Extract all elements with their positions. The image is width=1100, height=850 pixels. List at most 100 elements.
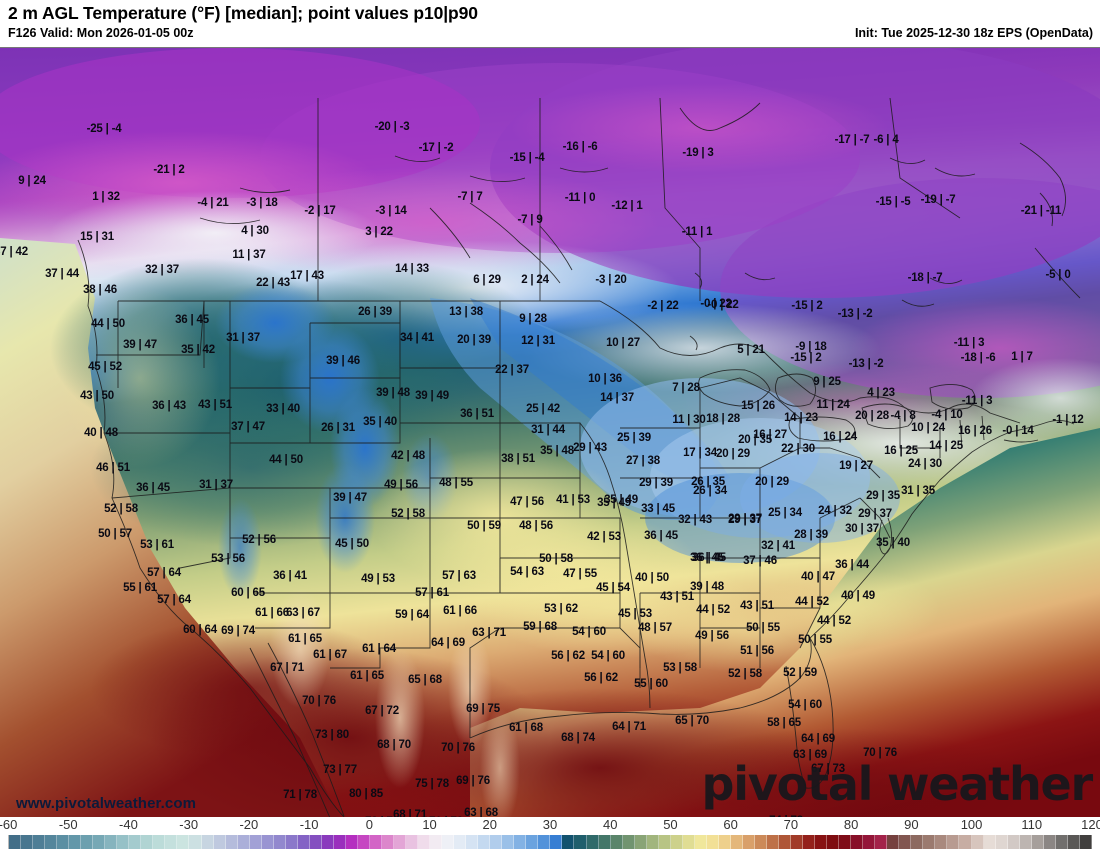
colorbar-swatch — [81, 835, 94, 849]
colorbar-swatch — [369, 835, 382, 849]
colorbar-swatch — [682, 835, 695, 849]
colorbar-swatch — [141, 835, 154, 849]
colorbar-swatch — [93, 835, 106, 849]
site-url-label[interactable]: www.pivotalweather.com — [16, 795, 197, 812]
colorbar-swatch — [1055, 835, 1068, 849]
colorbar-tick: 30 — [542, 817, 558, 832]
colorbar-swatch — [947, 835, 960, 849]
colorbar-swatch — [791, 835, 804, 849]
colorbar-swatch — [225, 835, 238, 849]
colorbar-swatch — [742, 835, 755, 849]
valid-time-label: F126 Valid: Mon 2026-01-05 00z — [8, 26, 194, 40]
colorbar-swatch — [285, 835, 298, 849]
temperature-field — [0, 48, 1100, 817]
colorbar-swatch — [815, 835, 828, 849]
colorbar-swatch — [971, 835, 984, 849]
colorbar-swatch — [249, 835, 262, 849]
colorbar-swatch — [237, 835, 250, 849]
colorbar-swatch — [1031, 835, 1044, 849]
colorbar-swatch — [718, 835, 731, 849]
colorbar-swatch — [297, 835, 310, 849]
colorbar-swatch — [634, 835, 647, 849]
colorbar-swatch — [153, 835, 166, 849]
colorbar-swatch — [899, 835, 912, 849]
colorbar-swatch — [574, 835, 587, 849]
colorbar-swatch — [57, 835, 70, 849]
colorbar-swatch — [670, 835, 683, 849]
colorbar-swatch — [827, 835, 840, 849]
colorbar-swatch — [165, 835, 178, 849]
colorbar[interactable]: -60 -50 -40 -30 -20 -10 0 10 20 30 40 50 60 70 80 90 100… — [0, 817, 1100, 850]
colorbar-swatch — [526, 835, 539, 849]
colorbar-swatch — [622, 835, 635, 849]
colorbar-swatch — [21, 835, 34, 849]
colorbar-gradient — [8, 835, 1092, 849]
colorbar-tick: 80 — [843, 817, 859, 832]
colorbar-tick: -30 — [179, 817, 199, 832]
colorbar-swatch — [863, 835, 876, 849]
colorbar-swatch — [321, 835, 334, 849]
colorbar-swatch — [9, 835, 22, 849]
colorbar-swatch — [875, 835, 888, 849]
colorbar-swatch — [959, 835, 972, 849]
colorbar-swatch — [333, 835, 346, 849]
colorbar-swatch — [345, 835, 358, 849]
colorbar-swatch — [406, 835, 419, 849]
colorbar-swatch — [983, 835, 996, 849]
colorbar-tick: 60 — [723, 817, 738, 832]
colorbar-swatch — [418, 835, 431, 849]
colorbar-tick: 90 — [904, 817, 919, 832]
colorbar-swatch — [261, 835, 274, 849]
colorbar-tick: 50 — [663, 817, 678, 832]
map-borders — [77, 97, 1081, 817]
colorbar-swatch — [45, 835, 58, 849]
colorbar-tick: -40 — [119, 817, 138, 832]
colorbar-swatch — [935, 835, 948, 849]
init-time-label: Init: Tue 2025-12-30 18z EPS (OpenData) — [854, 26, 1093, 40]
colorbar-swatch — [586, 835, 599, 849]
colorbar-swatch — [550, 835, 563, 849]
colorbar-swatch — [502, 835, 515, 849]
page-title: 2 m AGL Temperature (°F) [median]; point… — [8, 3, 478, 23]
colorbar-swatch — [177, 835, 190, 849]
colorbar-swatch — [105, 835, 118, 849]
colorbar-swatch — [394, 835, 407, 849]
colorbar-swatch — [117, 835, 130, 849]
colorbar-tick: -50 — [58, 817, 78, 832]
colorbar-swatch — [273, 835, 286, 849]
colorbar-swatch — [658, 835, 671, 849]
colorbar-swatch — [189, 835, 202, 849]
colorbar-swatch — [478, 835, 491, 849]
colorbar-tick-labels: -60 -50 -40 -30 -20 -10 0 10 20 30 40 50 60 70 80 90 100… — [0, 817, 1100, 834]
colorbar-swatch — [1067, 835, 1080, 849]
colorbar-swatch — [646, 835, 659, 849]
colorbar-swatch — [694, 835, 707, 849]
colorbar-swatch — [1043, 835, 1056, 849]
header-bar: 2 m AGL Temperature (°F) [median]; point… — [0, 0, 1100, 47]
colorbar-tick: 20 — [482, 817, 497, 832]
colorbar-swatch — [514, 835, 527, 849]
colorbar-swatch — [490, 835, 503, 849]
colorbar-swatch — [538, 835, 551, 849]
colorbar-swatch — [69, 835, 82, 849]
colorbar-swatch — [754, 835, 767, 849]
colorbar-tick: -20 — [239, 817, 259, 832]
colorbar-swatch — [442, 835, 455, 849]
colorbar-swatch — [381, 835, 394, 849]
colorbar-tick: 10 — [422, 817, 437, 832]
colorbar-tick: 100 — [960, 817, 983, 832]
colorbar-swatch — [887, 835, 900, 849]
colorbar-swatch — [839, 835, 852, 849]
colorbar-swatch — [911, 835, 924, 849]
colorbar-swatch — [129, 835, 142, 849]
colorbar-swatch — [309, 835, 322, 849]
colorbar-swatch — [706, 835, 719, 849]
colorbar-swatch — [779, 835, 792, 849]
colorbar-swatch — [562, 835, 575, 849]
colorbar-swatch — [430, 835, 443, 849]
colorbar-swatch — [33, 835, 46, 849]
colorbar-tick: 120 — [1081, 817, 1100, 832]
colorbar-swatch — [1019, 835, 1032, 849]
colorbar-swatch — [766, 835, 779, 849]
